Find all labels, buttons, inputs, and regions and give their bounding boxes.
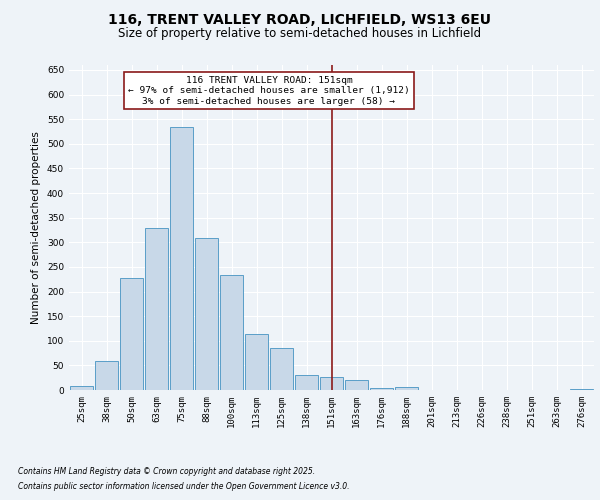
Bar — [295, 375, 319, 390]
Y-axis label: Number of semi-detached properties: Number of semi-detached properties — [31, 131, 41, 324]
Bar — [119, 278, 143, 390]
Text: Contains HM Land Registry data © Crown copyright and database right 2025.: Contains HM Land Registry data © Crown c… — [18, 467, 315, 476]
Text: 116, TRENT VALLEY ROAD, LICHFIELD, WS13 6EU: 116, TRENT VALLEY ROAD, LICHFIELD, WS13 … — [109, 12, 491, 26]
Bar — [70, 386, 94, 390]
Bar — [269, 348, 293, 390]
Bar — [170, 126, 193, 390]
Bar — [95, 361, 118, 390]
Bar — [245, 334, 268, 390]
Text: 116 TRENT VALLEY ROAD: 151sqm
← 97% of semi-detached houses are smaller (1,912)
: 116 TRENT VALLEY ROAD: 151sqm ← 97% of s… — [128, 76, 410, 106]
Text: Contains public sector information licensed under the Open Government Licence v3: Contains public sector information licen… — [18, 482, 349, 491]
Bar — [569, 389, 593, 390]
Bar — [370, 388, 394, 390]
Bar — [395, 387, 418, 390]
Bar — [320, 377, 343, 390]
Bar — [194, 238, 218, 390]
Bar — [220, 276, 244, 390]
Bar — [344, 380, 368, 390]
Text: Size of property relative to semi-detached houses in Lichfield: Size of property relative to semi-detach… — [118, 28, 482, 40]
Bar — [145, 228, 169, 390]
